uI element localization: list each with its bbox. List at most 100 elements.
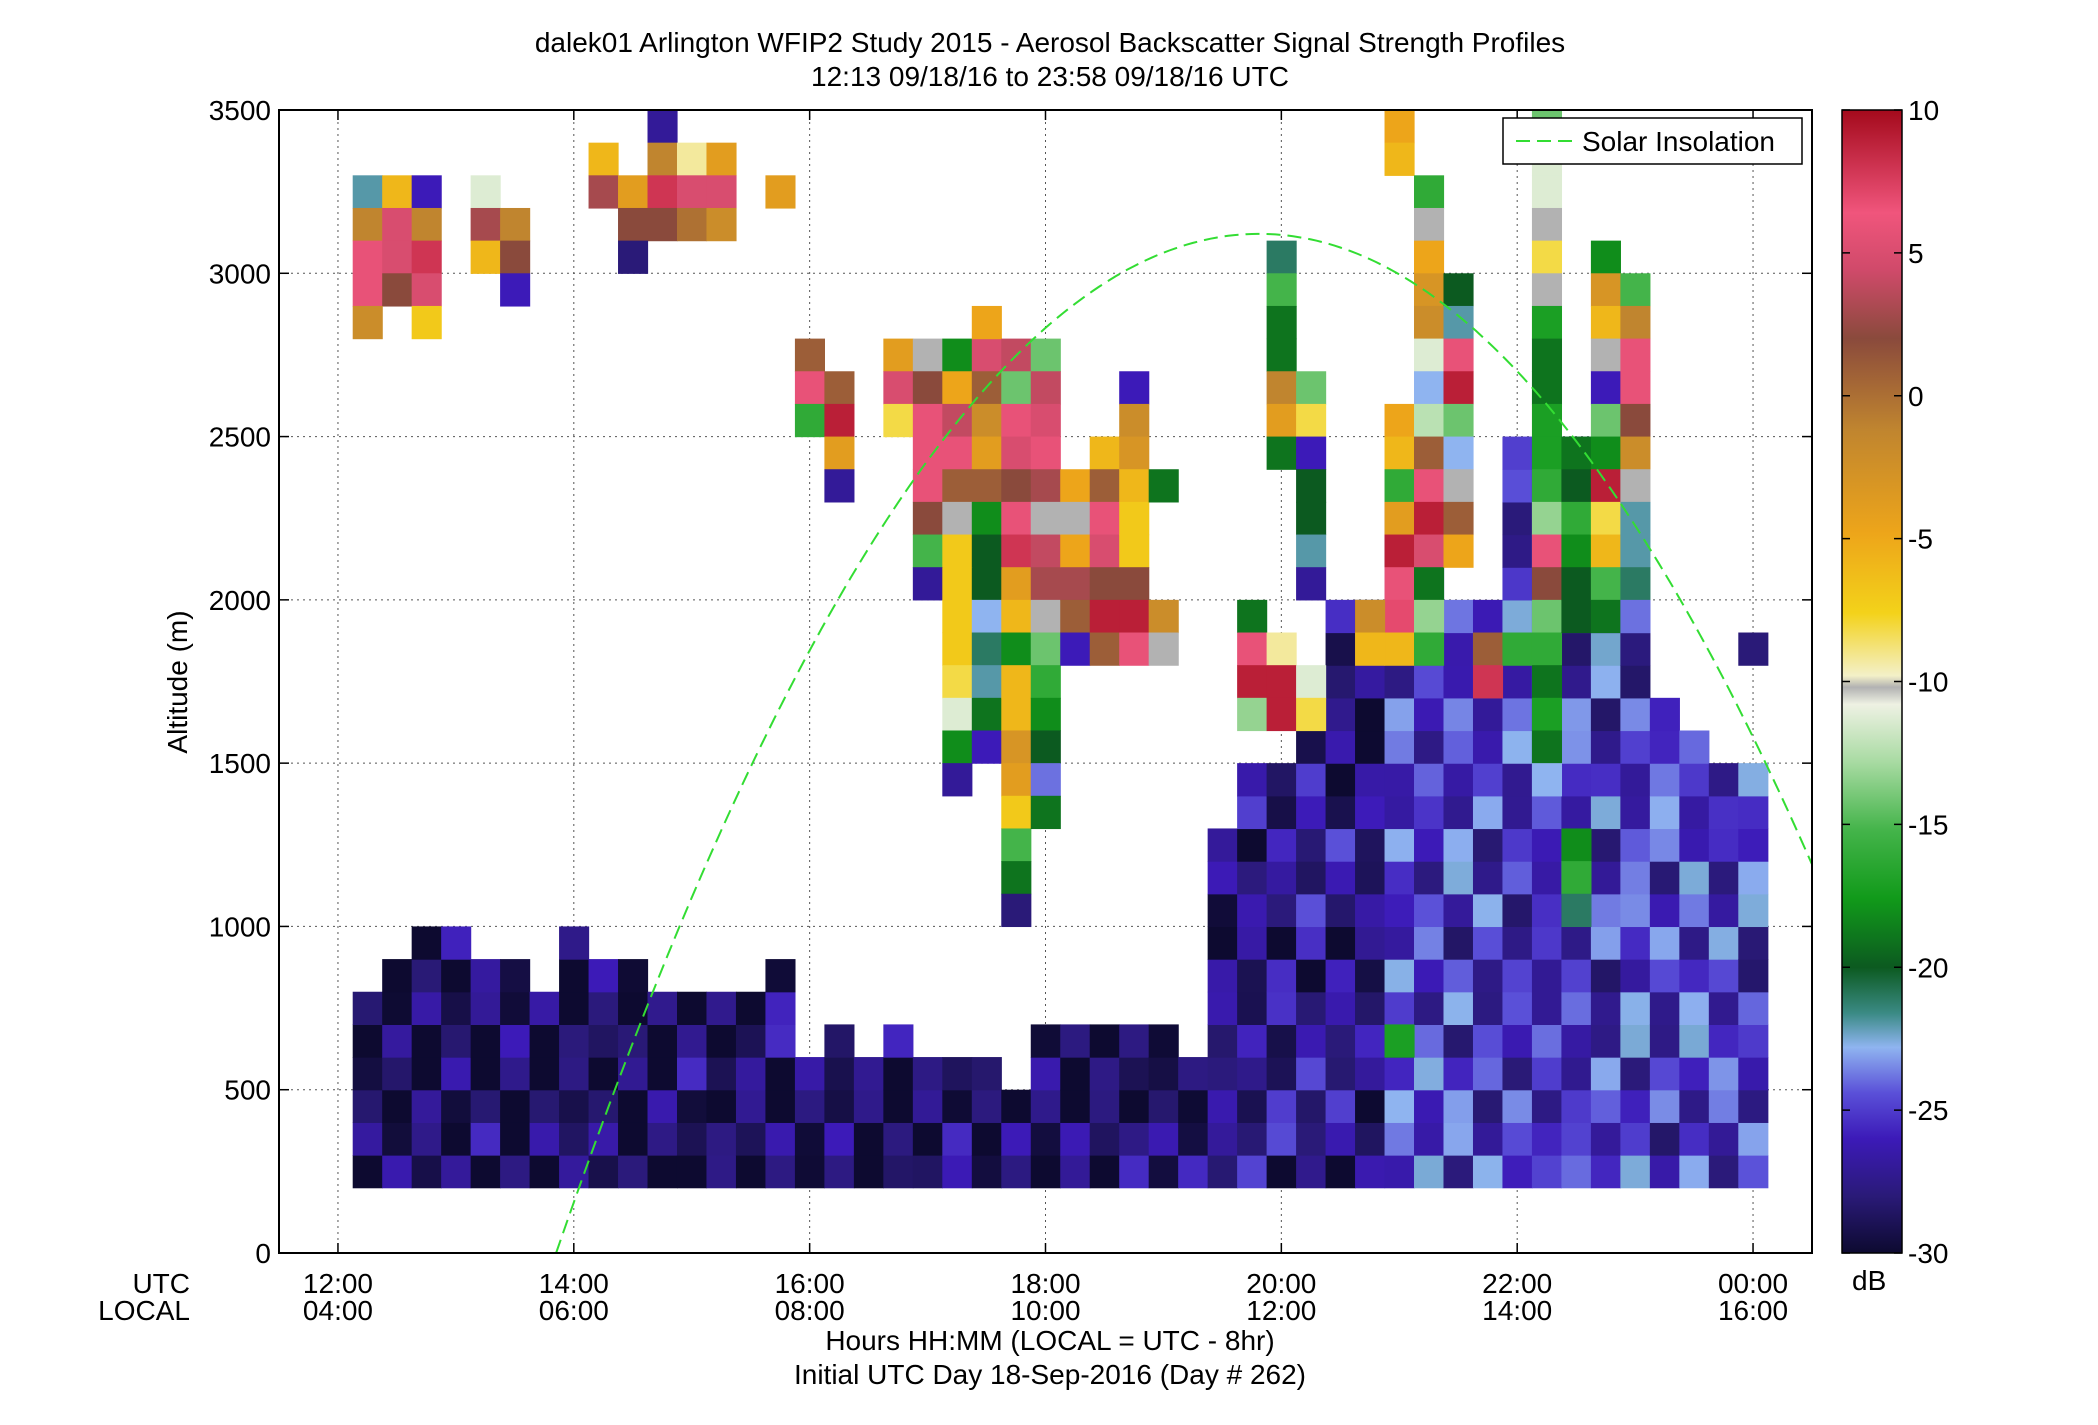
backscatter-cell (1237, 861, 1268, 895)
backscatter-cell (382, 1024, 413, 1058)
backscatter-cell (1296, 567, 1327, 601)
backscatter-cell (1620, 338, 1651, 372)
backscatter-cell (1502, 534, 1533, 568)
x-tick-label-utc: 00:00 (1718, 1268, 1788, 1299)
backscatter-cell (411, 207, 442, 242)
backscatter-cell (500, 991, 531, 1025)
backscatter-cell (1325, 893, 1356, 928)
backscatter-cell (1443, 436, 1474, 470)
backscatter-cell (441, 991, 472, 1025)
backscatter-cell (1443, 338, 1474, 372)
backscatter-cell (1649, 959, 1680, 993)
backscatter-cell (1296, 403, 1327, 438)
backscatter-cell (942, 436, 973, 470)
backscatter-cell (352, 305, 383, 340)
colorbar-tick-label: -10 (1908, 667, 1948, 698)
backscatter-cell (411, 1057, 442, 1091)
backscatter-cell (1001, 1155, 1032, 1189)
solar-insolation-curve (555, 232, 1813, 1254)
backscatter-cell (1443, 926, 1474, 960)
backscatter-cell (1119, 632, 1150, 666)
backscatter-cell (1296, 828, 1327, 862)
backscatter-cell (500, 1089, 531, 1123)
backscatter-cell (1355, 665, 1386, 699)
backscatter-cell (647, 1024, 678, 1058)
backscatter-cell (382, 1057, 413, 1091)
backscatter-cell (1679, 730, 1710, 764)
backscatter-cell (1030, 730, 1061, 764)
backscatter-cell (1414, 1122, 1445, 1156)
backscatter-cell (559, 1024, 590, 1058)
backscatter-cell (942, 1155, 973, 1189)
x-tick-label-utc: 14:00 (539, 1268, 609, 1299)
backscatter-cell (1089, 1155, 1120, 1189)
backscatter-cell (824, 469, 855, 503)
backscatter-cell (1561, 1024, 1592, 1058)
backscatter-cell (647, 991, 678, 1025)
backscatter-cell (1649, 991, 1680, 1025)
backscatter-cell (352, 1122, 383, 1156)
backscatter-cell (1590, 305, 1621, 340)
backscatter-cell (411, 1155, 442, 1189)
colorbar (1841, 109, 1903, 1254)
backscatter-cell (942, 1057, 973, 1091)
backscatter-cell (1001, 469, 1032, 503)
backscatter-cell (1089, 436, 1120, 470)
backscatter-cell (1414, 436, 1445, 470)
colorbar-tick-label: 0 (1908, 381, 1924, 412)
backscatter-cell (971, 665, 1002, 699)
backscatter-cell (1561, 697, 1592, 732)
x-tick-label-local: 04:00 (303, 1295, 373, 1326)
backscatter-cell (1296, 371, 1327, 405)
backscatter-cell (794, 1089, 825, 1123)
backscatter-cell (1355, 730, 1386, 764)
backscatter-cell (1738, 1155, 1769, 1189)
backscatter-cell (1089, 501, 1120, 536)
backscatter-cell (1060, 1024, 1091, 1058)
backscatter-cell (1237, 632, 1268, 666)
backscatter-cell (1590, 632, 1621, 666)
backscatter-cell (1561, 599, 1592, 634)
backscatter-cell (676, 1024, 708, 1058)
backscatter-cell (1325, 697, 1356, 732)
backscatter-cell (588, 1024, 619, 1058)
backscatter-cell (971, 632, 1002, 666)
backscatter-cell (1708, 763, 1739, 797)
backscatter-cell (618, 1122, 649, 1156)
backscatter-cell (1030, 371, 1061, 405)
backscatter-cell (1590, 893, 1621, 928)
backscatter-cell (1325, 730, 1356, 764)
backscatter-cell (735, 1089, 767, 1123)
backscatter-cell (971, 730, 1002, 764)
backscatter-cell (824, 1024, 855, 1058)
backscatter-cell (1001, 436, 1032, 470)
backscatter-cell (1502, 959, 1533, 993)
backscatter-cell (1561, 861, 1592, 895)
backscatter-cell (1708, 1057, 1739, 1091)
backscatter-cell (1531, 665, 1563, 699)
backscatter-cell (971, 599, 1002, 634)
backscatter-cell (1060, 1155, 1091, 1189)
backscatter-cell (1414, 632, 1445, 666)
backscatter-cell (1266, 1089, 1297, 1123)
backscatter-cell (352, 1155, 383, 1189)
backscatter-cell (1649, 828, 1680, 862)
backscatter-cell (942, 1122, 973, 1156)
backscatter-cell (1237, 959, 1268, 993)
backscatter-cell (352, 175, 383, 209)
backscatter-cell (912, 567, 943, 601)
backscatter-cell (382, 240, 413, 274)
backscatter-cell (1296, 763, 1327, 797)
backscatter-cell (1531, 893, 1563, 928)
backscatter-cell (1502, 1057, 1533, 1091)
backscatter-cell (794, 1057, 825, 1091)
backscatter-cell (1089, 534, 1120, 568)
backscatter-cell (1414, 534, 1445, 568)
backscatter-cell (1001, 599, 1032, 634)
backscatter-cell (1708, 828, 1739, 862)
backscatter-cell (1148, 599, 1179, 634)
backscatter-cell (706, 1122, 737, 1156)
backscatter-cell (1060, 632, 1091, 666)
backscatter-cell (1266, 991, 1297, 1025)
backscatter-cell (706, 1155, 737, 1189)
